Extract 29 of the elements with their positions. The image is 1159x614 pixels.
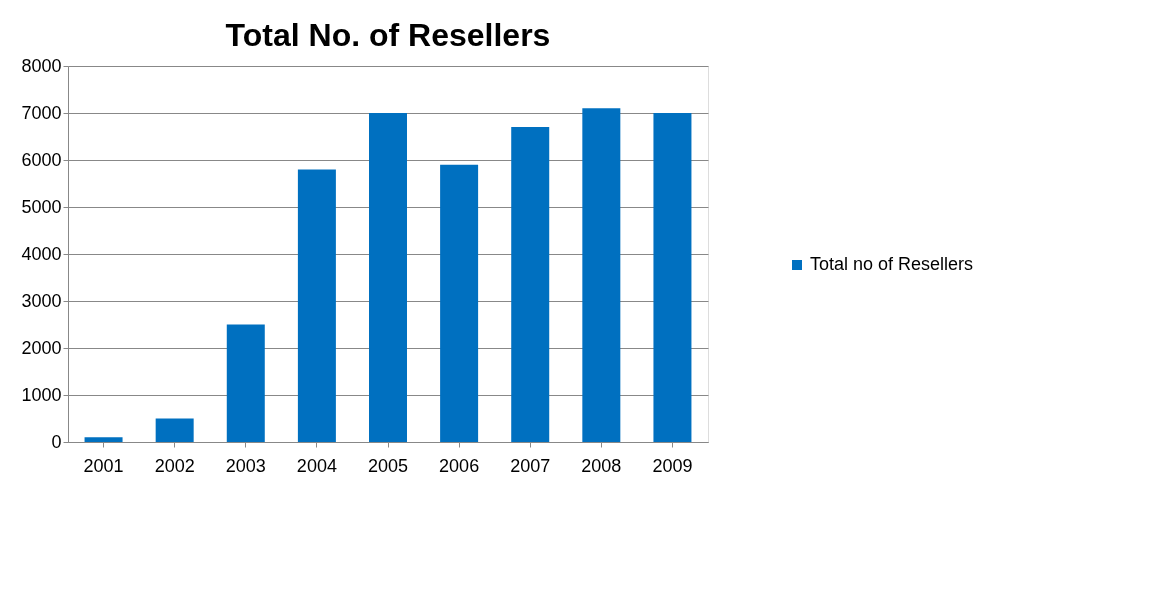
bar	[297, 169, 336, 442]
x-tick-label: 2006	[439, 455, 480, 476]
x-tick-label: 2005	[367, 455, 409, 476]
x-tick-label: 2002	[154, 455, 195, 476]
legend-label: Total no of Resellers	[810, 254, 974, 274]
y-tick-label: 1000	[21, 384, 62, 405]
x-tick-label: 2001	[83, 455, 124, 476]
bar	[369, 113, 407, 442]
y-tick-label: 6000	[21, 149, 62, 170]
x-tick-label: 2004	[296, 455, 337, 476]
x-tick-label: 2008	[581, 455, 622, 476]
y-tick-label: 0	[51, 431, 62, 452]
y-tick-label: 4000	[21, 243, 62, 264]
y-tick-label: 5000	[21, 196, 62, 217]
bar	[155, 418, 194, 442]
bar	[582, 108, 621, 442]
chart-title: Total No. of Resellers	[225, 17, 551, 53]
y-tick-label: 7000	[21, 102, 62, 123]
bar	[440, 164, 479, 442]
y-tick-label: 2000	[21, 337, 62, 358]
x-tick-label: 2003	[225, 455, 266, 476]
x-tick-label: 2007	[510, 455, 551, 476]
bar	[653, 113, 692, 442]
bar	[226, 324, 265, 442]
y-tick-label: 8000	[21, 55, 62, 76]
y-tick-label: 3000	[21, 290, 62, 311]
x-tick-label: 2009	[652, 455, 693, 476]
bar	[511, 127, 550, 442]
bar	[84, 437, 123, 442]
